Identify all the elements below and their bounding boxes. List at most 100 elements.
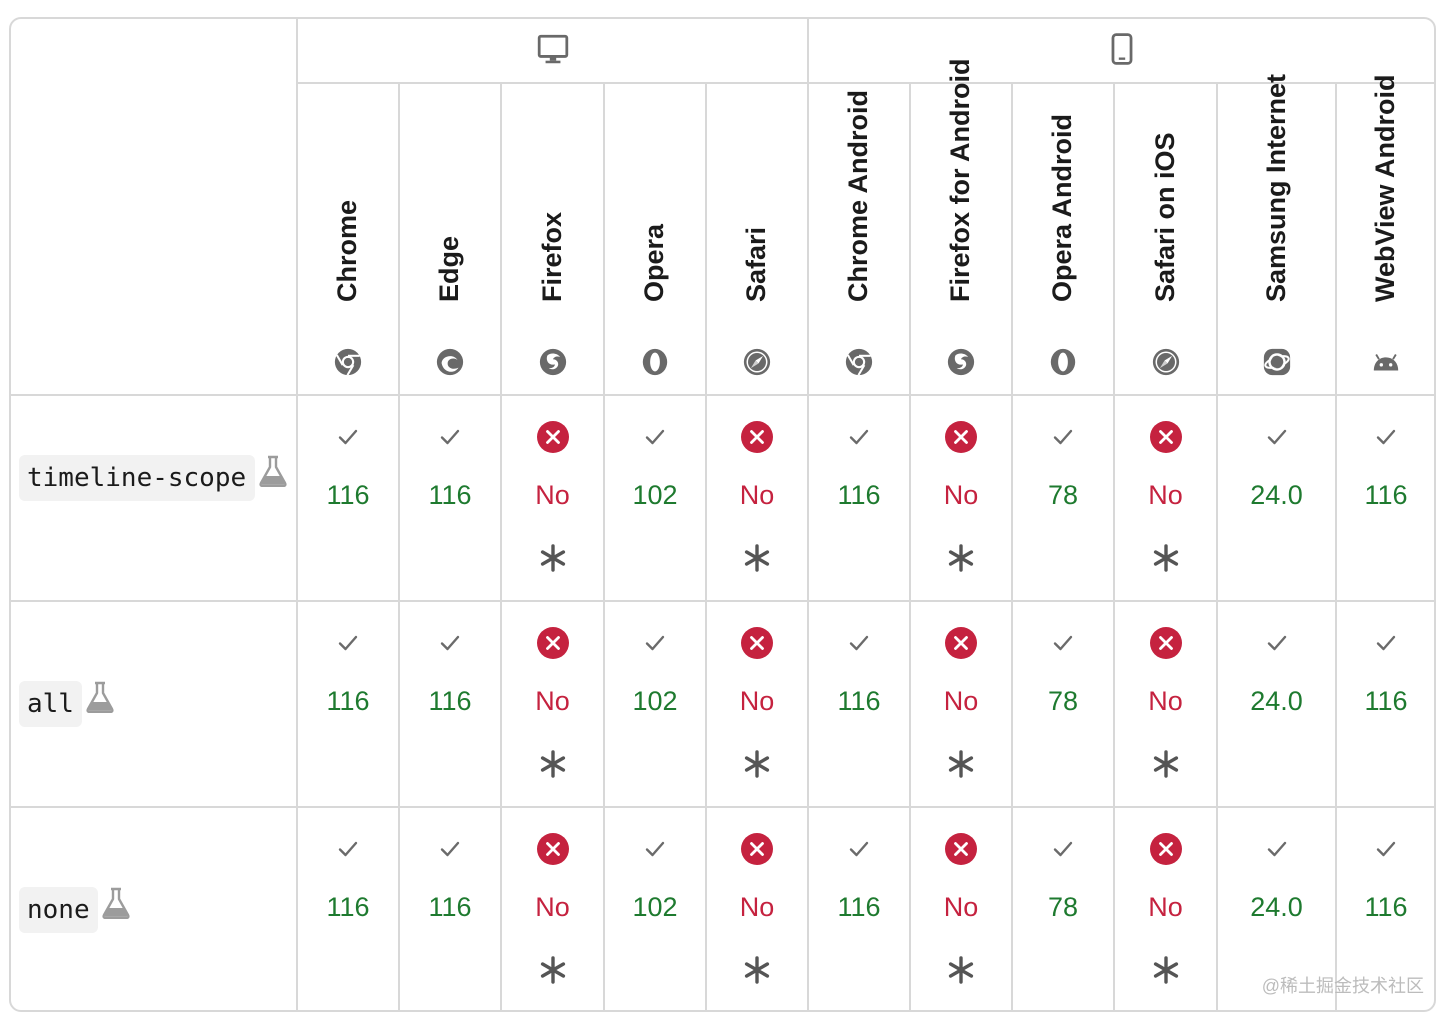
support-cell[interactable]: 116 <box>399 395 501 601</box>
table-border <box>807 83 809 1010</box>
table-border <box>296 19 298 1010</box>
support-cell[interactable]: No <box>706 395 808 601</box>
feature-label-group: timeline-scope <box>19 455 288 501</box>
support-cell[interactable]: No <box>1114 807 1217 1010</box>
version-label: No <box>1148 686 1183 716</box>
version-label: No <box>943 892 979 922</box>
browser-header: Opera <box>604 83 706 395</box>
support-cell[interactable]: 116 <box>1336 601 1434 807</box>
experimental-flask-icon <box>258 455 288 488</box>
footnote-asterisk-icon <box>1151 955 1181 985</box>
supported-check-icon <box>842 832 876 866</box>
feature-cell: all <box>11 601 297 807</box>
browser-header: WebView Android <box>1336 74 1434 395</box>
support-cell[interactable]: 116 <box>808 601 910 807</box>
version-label: 116 <box>837 686 881 716</box>
footnote-asterisk-icon <box>538 749 568 779</box>
supported-check-icon <box>638 626 672 660</box>
table-border <box>398 83 400 1010</box>
version-label: 116 <box>326 480 370 510</box>
browser-header: Chrome <box>297 83 399 395</box>
support-cell[interactable]: 102 <box>604 395 706 601</box>
support-cell[interactable]: 116 <box>808 807 910 1010</box>
supported-check-icon <box>638 420 672 454</box>
browser-header: Edge <box>399 83 501 395</box>
browser-header: Safari <box>706 83 808 395</box>
support-cell[interactable]: 116 <box>1336 395 1434 601</box>
support-cell[interactable]: No <box>501 601 604 807</box>
support-cell[interactable]: 116 <box>399 601 501 807</box>
table-border <box>297 82 1434 84</box>
version-label: No <box>739 686 775 716</box>
experimental-flask-icon <box>101 887 131 920</box>
support-cell[interactable]: 116 <box>297 807 399 1010</box>
support-cell[interactable]: 116 <box>1336 807 1434 1010</box>
support-cell[interactable]: 116 <box>808 395 910 601</box>
browser-header: Chrome Android <box>808 83 910 395</box>
footnote-asterisk-icon <box>946 543 976 573</box>
table-border <box>1011 83 1013 1010</box>
android-icon <box>1371 347 1401 377</box>
support-cell[interactable]: 116 <box>297 395 399 601</box>
platform-header <box>297 19 808 83</box>
desktop-icon <box>536 32 570 71</box>
version-label: No <box>739 892 775 922</box>
support-cell[interactable]: No <box>910 601 1012 807</box>
mobile-icon <box>1105 32 1139 71</box>
support-cell[interactable]: 78 <box>1012 807 1114 1010</box>
version-label: No <box>535 892 570 922</box>
browser-name: Chrome <box>332 199 362 302</box>
browser-name: Samsung Internet <box>1260 73 1291 302</box>
supported-check-icon <box>1369 626 1403 660</box>
support-cell[interactable]: 24.0 <box>1217 807 1336 1010</box>
table-border <box>705 83 707 1010</box>
footnote-asterisk-icon <box>1151 543 1181 573</box>
support-cell[interactable]: 24.0 <box>1217 601 1336 807</box>
support-cell[interactable]: No <box>910 807 1012 1010</box>
version-label: 116 <box>1364 480 1408 510</box>
support-cell[interactable]: No <box>501 395 604 601</box>
compat-table: Chrome Edge Firefox Opera Safari Chrome Andro… <box>9 17 1436 1012</box>
version-label: 116 <box>837 480 881 510</box>
support-cell[interactable]: 102 <box>604 601 706 807</box>
feature-cell: timeline-scope <box>11 395 297 601</box>
safari-icon <box>742 347 772 377</box>
feature-name[interactable]: none <box>19 887 98 933</box>
supported-check-icon <box>331 832 365 866</box>
supported-check-icon <box>1369 420 1403 454</box>
support-cell[interactable]: 24.0 <box>1217 395 1336 601</box>
version-label: 116 <box>1364 686 1408 716</box>
opera-icon <box>640 347 670 377</box>
unsupported-cross-icon <box>1149 626 1183 660</box>
feature-name[interactable]: timeline-scope <box>19 455 255 501</box>
support-cell[interactable]: 116 <box>399 807 501 1010</box>
version-label: No <box>739 480 775 510</box>
support-cell[interactable]: 78 <box>1012 601 1114 807</box>
support-cell[interactable]: No <box>706 807 808 1010</box>
chrome-icon <box>844 347 874 377</box>
unsupported-cross-icon <box>536 832 570 866</box>
firefox-icon <box>538 347 568 377</box>
support-cell[interactable]: No <box>910 395 1012 601</box>
support-cell[interactable]: 102 <box>604 807 706 1010</box>
support-cell[interactable]: No <box>706 601 808 807</box>
supported-check-icon <box>638 832 672 866</box>
table-border <box>1113 83 1115 1010</box>
browser-name: Safari on iOS <box>1149 132 1180 302</box>
feature-name[interactable]: all <box>19 681 82 727</box>
footnote-asterisk-icon <box>742 749 772 779</box>
support-cell[interactable]: No <box>1114 395 1217 601</box>
support-cell[interactable]: 116 <box>297 601 399 807</box>
support-cell[interactable]: No <box>1114 601 1217 807</box>
unsupported-cross-icon <box>536 420 570 454</box>
support-cell[interactable]: 78 <box>1012 395 1114 601</box>
table-border <box>11 600 1434 602</box>
platform-header <box>808 19 1434 83</box>
version-label: 116 <box>1364 892 1408 922</box>
unsupported-cross-icon <box>740 832 774 866</box>
table-border <box>500 83 502 1010</box>
feature-cell: none <box>11 807 297 1010</box>
version-label: 24.0 <box>1250 480 1303 510</box>
support-cell[interactable]: No <box>501 807 604 1010</box>
browser-name: Chrome Android <box>843 90 873 302</box>
